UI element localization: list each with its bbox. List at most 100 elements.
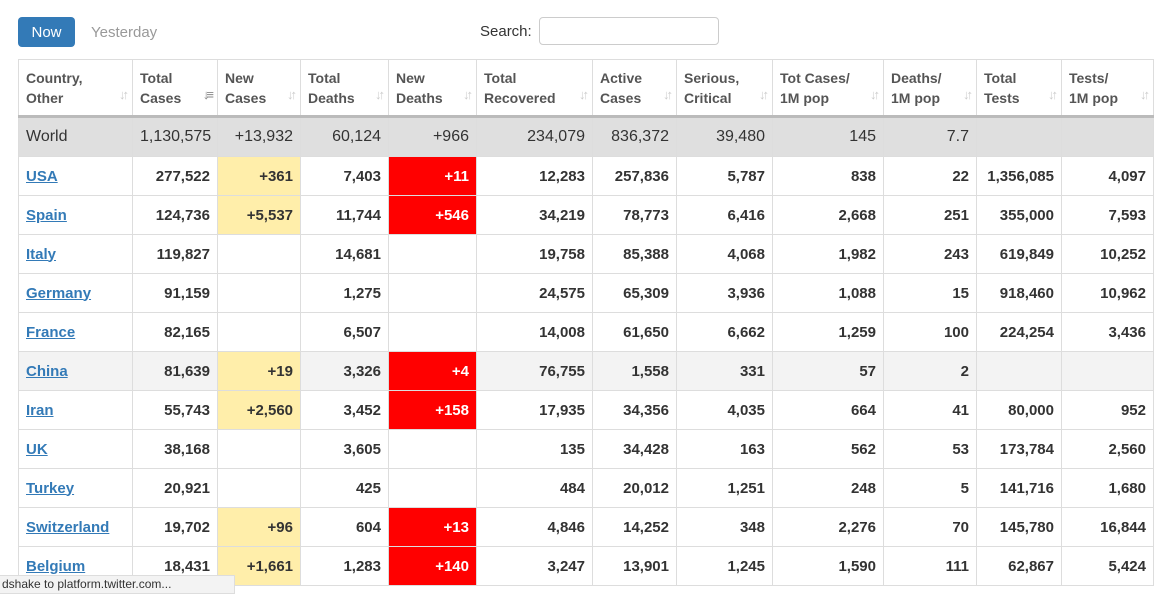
column-header[interactable]: Serious, Critical ↓↑ — [676, 59, 773, 117]
table-cell: 61,650 — [592, 312, 677, 352]
sort-icon[interactable]: ↓↑ — [759, 87, 769, 102]
header-line: Cases — [225, 89, 267, 106]
sort-desc-icon[interactable]: ↓≡ — [202, 87, 214, 102]
table-cell — [976, 351, 1062, 391]
header-line: 1M pop — [891, 89, 940, 106]
table-cell — [1061, 351, 1154, 391]
table-cell — [388, 312, 477, 352]
header-line: New — [225, 69, 254, 86]
table-cell: 3,326 — [300, 351, 389, 391]
table-cell: +546 — [388, 195, 477, 235]
yesterday-button[interactable]: Yesterday — [91, 24, 158, 41]
search-label: Search: — [480, 23, 532, 40]
table-cell: 57 — [772, 351, 884, 391]
sort-icon[interactable]: ↓↑ — [287, 87, 297, 102]
column-header[interactable]: Tot Cases/1M pop ↓↑ — [772, 59, 884, 117]
table-cell: +158 — [388, 390, 477, 430]
table-cell: 664 — [772, 390, 884, 430]
table-cell: 2 — [883, 351, 977, 391]
table-cell: 10,252 — [1061, 234, 1154, 274]
table-cell: 19,702 — [132, 507, 218, 547]
sort-icon[interactable]: ↓↑ — [1140, 87, 1150, 102]
table-cell: 4,097 — [1061, 156, 1154, 196]
sort-icon[interactable]: ↓↑ — [579, 87, 589, 102]
sort-icon[interactable]: ↓↑ — [375, 87, 385, 102]
table-cell: 952 — [1061, 390, 1154, 430]
table-cell — [388, 468, 477, 508]
column-header[interactable]: New Deaths ↓↑ — [388, 59, 477, 117]
table-cell: 70 — [883, 507, 977, 547]
country-link[interactable]: Italy — [26, 245, 57, 263]
table-cell: 10,962 — [1061, 273, 1154, 313]
sort-icon[interactable]: ↓↑ — [463, 87, 473, 102]
table-cell: 257,836 — [592, 156, 677, 196]
column-header[interactable]: Active Cases ↓↑ — [592, 59, 677, 117]
country-link[interactable]: Belgium — [26, 557, 86, 575]
table-cell: 111 — [883, 546, 977, 586]
table-cell: 53 — [883, 429, 977, 469]
header-line: 1M pop — [1069, 89, 1118, 106]
country-link[interactable]: USA — [26, 167, 58, 185]
table-cell: 7,593 — [1061, 195, 1154, 235]
column-header[interactable]: Country, Other ↓↑ — [18, 59, 133, 117]
table-cell: 355,000 — [976, 195, 1062, 235]
table-cell: 224,254 — [976, 312, 1062, 352]
table-cell: 331 — [676, 351, 773, 391]
table-cell: 425 — [300, 468, 389, 508]
table-cell: 124,736 — [132, 195, 218, 235]
table-cell — [976, 115, 1062, 157]
column-header[interactable]: Tests/1M pop ↓↑ — [1061, 59, 1154, 117]
country-link[interactable]: UK — [26, 440, 48, 458]
country-link[interactable]: Switzerland — [26, 518, 110, 536]
table-row: Belgium 18,431 +1,661 1,283 +140 3,247 13,901 1… — [18, 546, 1154, 586]
country-link[interactable]: China — [26, 362, 68, 380]
country-link[interactable]: Turkey — [26, 479, 75, 497]
sort-icon[interactable]: ↓↑ — [119, 87, 129, 102]
header-line: Tot Cases/ — [780, 69, 850, 86]
table-cell: 6,662 — [676, 312, 773, 352]
country-link[interactable]: Germany — [26, 284, 92, 302]
table-cell: Turkey — [18, 468, 133, 508]
column-header[interactable]: Total Cases ↓≡ — [132, 59, 218, 117]
sort-icon[interactable]: ↓↑ — [870, 87, 880, 102]
table-row: Iran 55,743 +2,560 3,452 +158 17,935 34,356 4,0… — [18, 390, 1154, 430]
table-cell: 78,773 — [592, 195, 677, 235]
table-cell: 5,424 — [1061, 546, 1154, 586]
table-cell: 14,008 — [476, 312, 593, 352]
table-row: Germany 91,159 1,275 24,575 65,309 3,936 1,088… — [18, 273, 1154, 313]
column-header[interactable]: Total Recovered ↓↑ — [476, 59, 593, 117]
column-header[interactable]: Deaths/1M pop ↓↑ — [883, 59, 977, 117]
table-cell: 2,668 — [772, 195, 884, 235]
table-cell — [217, 429, 301, 469]
table-cell: 16,844 — [1061, 507, 1154, 547]
country-link[interactable]: Spain — [26, 206, 67, 224]
column-header[interactable]: Total Deaths ↓↑ — [300, 59, 389, 117]
toolbar: Now Yesterday Search: — [18, 17, 1174, 47]
column-header[interactable]: New Cases ↓↑ — [217, 59, 301, 117]
table-cell: 100 — [883, 312, 977, 352]
table-cell — [388, 234, 477, 274]
table-cell: UK — [18, 429, 133, 469]
search-input[interactable] — [539, 17, 719, 45]
table-cell: 24,575 — [476, 273, 593, 313]
country-link[interactable]: Iran — [26, 401, 54, 419]
table-row: Switzerland 19,702 +96 604 +13 4,846 14,252 348… — [18, 507, 1154, 547]
table-cell: 3,247 — [476, 546, 593, 586]
now-button[interactable]: Now — [18, 17, 75, 47]
sort-icon[interactable]: ↓↑ — [963, 87, 973, 102]
table-cell: 119,827 — [132, 234, 218, 274]
header-line: Deaths — [396, 89, 443, 106]
column-header[interactable]: Total Tests ↓↑ — [976, 59, 1062, 117]
table-cell: 14,681 — [300, 234, 389, 274]
table-cell: +4 — [388, 351, 477, 391]
sort-icon[interactable]: ↓↑ — [1048, 87, 1058, 102]
header-line: Active — [600, 69, 643, 86]
country-link[interactable]: France — [26, 323, 76, 341]
sort-icon[interactable]: ↓↑ — [663, 87, 673, 102]
table-row: Spain 124,736 +5,537 11,744 +546 34,219 78,773… — [18, 195, 1154, 235]
table-cell: 91,159 — [132, 273, 218, 313]
table-cell: 34,356 — [592, 390, 677, 430]
table-cell: 34,428 — [592, 429, 677, 469]
table-cell: 1,251 — [676, 468, 773, 508]
table-cell: 619,849 — [976, 234, 1062, 274]
